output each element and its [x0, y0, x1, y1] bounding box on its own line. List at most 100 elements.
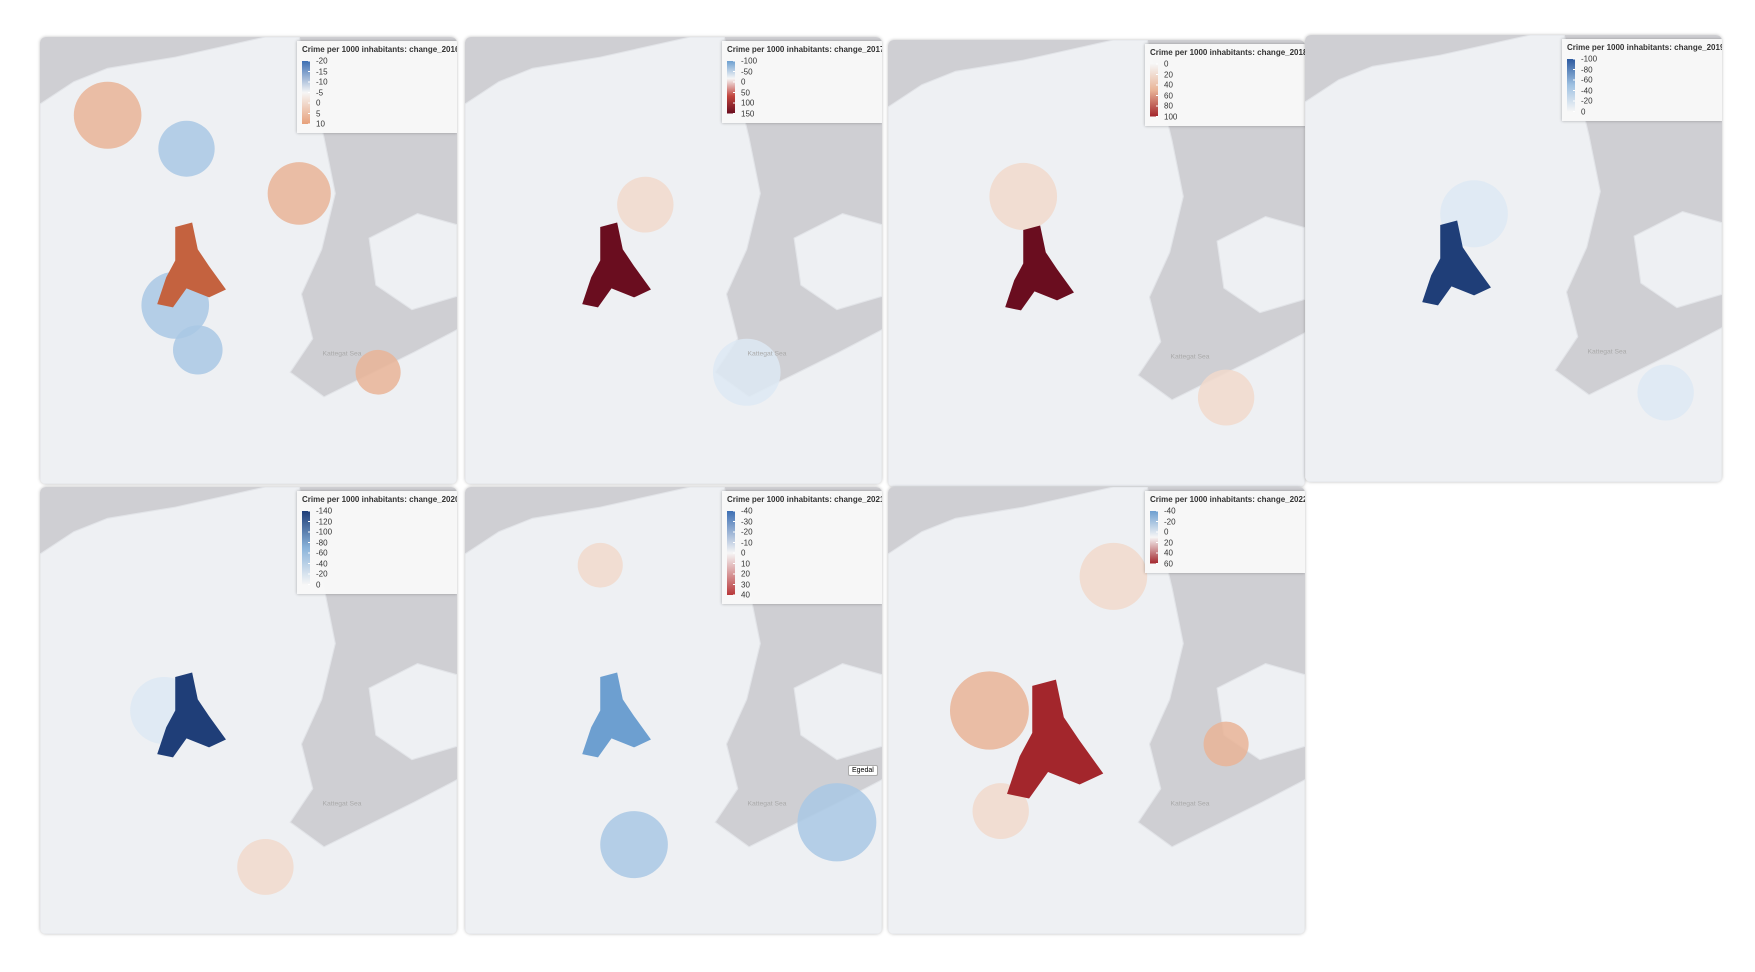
tick-label: -60: [316, 548, 328, 558]
tick-label: -120: [316, 517, 333, 526]
tooltip: Egedal: [848, 765, 878, 776]
tick-label: -5: [316, 88, 324, 97]
tick-label: 30: [741, 580, 750, 589]
map: Kattegat Sea: [888, 40, 1305, 487]
colorbar-fill: [727, 511, 735, 595]
municipality: [158, 120, 215, 177]
sea-label: Kattegat Sea: [323, 801, 362, 808]
tick-label: 10: [316, 119, 325, 129]
tick-label: -100: [741, 56, 758, 66]
tick-label: 20: [1164, 538, 1173, 547]
legend-body: -40 -30 -20 -10 0 10 20 30 40: [727, 506, 877, 600]
municipality: [712, 338, 781, 406]
tick-label: 40: [1164, 80, 1173, 90]
municipality: [355, 349, 401, 395]
tick-label: -20: [1164, 517, 1176, 526]
sea-label: Kattegat Sea: [748, 351, 787, 358]
legend: Crime per 1000 inhabitants: change_2018 0…: [1145, 44, 1305, 126]
tick-label: 0: [741, 548, 746, 558]
land: [793, 212, 882, 311]
colorbar: [302, 510, 310, 585]
colorbar-fill: [302, 61, 310, 124]
municipality: [1637, 364, 1694, 421]
tick-label: 60: [1164, 559, 1173, 568]
tick-label: 150: [741, 109, 755, 118]
colorbar-fill: [1567, 59, 1575, 112]
colorbar-fill: [727, 61, 735, 114]
tick-label: 10: [741, 559, 750, 568]
tick-label: 20: [741, 569, 750, 579]
legend-title: Crime per 1000 inhabitants: change_2017: [727, 45, 882, 54]
legend-body: -20 -15 -10 -5 0 5 10: [302, 56, 452, 129]
tick-label: -20: [316, 56, 328, 66]
municipality: [237, 839, 294, 895]
colorbar: [302, 60, 310, 125]
map-panel: Kattegat Sea Crime per 1000 inhabitants: …: [1305, 35, 1722, 482]
colorbar-fill: [1150, 64, 1158, 117]
tick-label: 0: [316, 580, 321, 589]
highlighted-municipality: [157, 672, 226, 758]
tick-label: -10: [316, 77, 328, 87]
land: [465, 37, 882, 484]
tick-label: -100: [316, 527, 333, 537]
tick-label: -20: [1581, 96, 1593, 106]
legend-title: Crime per 1000 inhabitants: change_2022: [1150, 495, 1305, 504]
tick-label: -100: [1581, 54, 1598, 64]
tick-label: -140: [316, 506, 333, 516]
land: [1305, 35, 1722, 482]
legend: Crime per 1000 inhabitants: change_2016 -…: [297, 41, 457, 133]
municipality: [989, 162, 1058, 230]
sea-label: Kattegat Sea: [1171, 354, 1210, 361]
tick-label: -20: [741, 527, 753, 537]
colorbar: [727, 60, 735, 114]
legend-body: -100 -50 0 50 100 150: [727, 56, 877, 118]
tick-label: 50: [741, 88, 750, 97]
tick-label: 100: [1164, 112, 1178, 121]
legend: Crime per 1000 inhabitants: change_2022 -…: [1145, 491, 1305, 573]
legend-body: -100 -80 -60 -40 -20 0: [1567, 54, 1717, 116]
map-panel: Kattegat Sea Crime per 1000 inhabitants: …: [465, 37, 882, 484]
municipality: [172, 325, 223, 375]
highlighted-municipality: [1005, 225, 1074, 311]
colorbar: [1567, 58, 1575, 112]
sea-label: Kattegat Sea: [1171, 801, 1210, 808]
land: [793, 662, 882, 761]
highlighted-municipality: [582, 222, 651, 308]
municipality: [1203, 721, 1249, 767]
land: [1216, 215, 1305, 314]
colorbar-fill: [1150, 511, 1158, 564]
sea-label: Kattegat Sea: [748, 801, 787, 808]
tick-label: 5: [316, 109, 321, 118]
tick-label: -80: [1581, 65, 1593, 74]
municipality: [267, 162, 331, 225]
tick-label: 60: [1164, 91, 1173, 100]
legend-title: Crime per 1000 inhabitants: change_2019: [1567, 43, 1722, 52]
legend-title: Crime per 1000 inhabitants: change_2020: [302, 495, 457, 504]
municipality: [949, 671, 1029, 750]
municipality: [972, 783, 1029, 840]
land: [888, 40, 1305, 487]
land: [1633, 210, 1722, 309]
tick-label: -20: [316, 569, 328, 579]
tick-label: -40: [1581, 86, 1593, 95]
legend-body: -40 -20 0 20 40 60: [1150, 507, 1300, 568]
municipality: [577, 542, 623, 588]
tick-label: -60: [1581, 75, 1593, 85]
land: [368, 662, 457, 761]
colorbar: [1150, 63, 1158, 117]
legend: Crime per 1000 inhabitants: change_2020 -…: [297, 491, 457, 594]
legend: Crime per 1000 inhabitants: change_2021 -…: [722, 491, 882, 604]
map: Kattegat Sea: [888, 487, 1305, 934]
municipality: [73, 81, 142, 149]
legend-body: 0 20 40 60 80 100: [1150, 60, 1300, 121]
legend: Crime per 1000 inhabitants: change_2017 -…: [722, 41, 882, 123]
tick-label: -40: [741, 506, 753, 516]
tick-label: 0: [741, 77, 746, 87]
municipality: [797, 783, 877, 862]
legend: Crime per 1000 inhabitants: change_2019 -…: [1562, 39, 1722, 121]
tick-label: 80: [1164, 101, 1173, 111]
colorbar: [727, 510, 735, 596]
tick-label: 20: [1164, 70, 1173, 79]
legend-body: -140 -120 -100 -80 -60 -40 -20 0: [302, 506, 452, 589]
